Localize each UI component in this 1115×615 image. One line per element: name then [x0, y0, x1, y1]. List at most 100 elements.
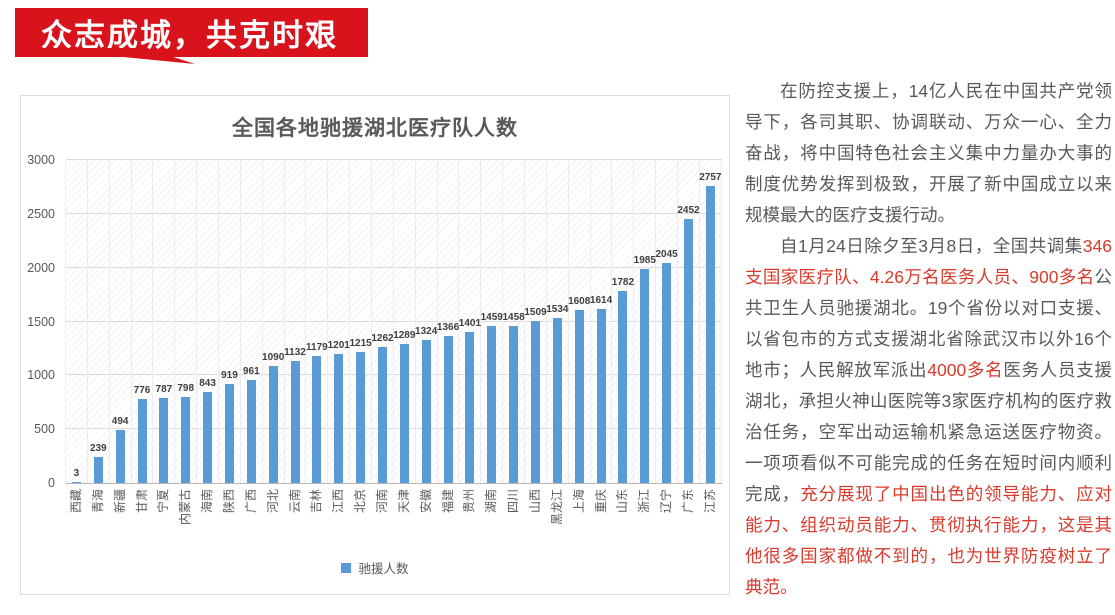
x-tick-label: 河南	[374, 489, 389, 514]
x-tick-cell: 新疆	[109, 487, 131, 549]
x-tick-label: 青海	[90, 489, 105, 514]
bar	[115, 430, 125, 483]
x-tick-cell: 黑龙江	[546, 487, 568, 549]
x-tick-label: 甘肃	[134, 489, 149, 514]
x-tick-cell: 云南	[284, 487, 306, 549]
bar-value-label: 1614	[589, 295, 613, 306]
x-tick-label: 上海	[571, 489, 586, 514]
bar-cell: 1324	[415, 160, 438, 483]
bar	[290, 361, 300, 483]
bar-cell: 2045	[655, 160, 679, 483]
bar-cell: 1366	[436, 160, 460, 483]
bar-cell: 1782	[612, 160, 635, 483]
highlight-text: 4000多名	[927, 360, 1004, 380]
gridline	[66, 212, 722, 214]
x-tick-label: 北京	[353, 489, 368, 514]
x-tick-label: 天津	[396, 489, 411, 514]
bar-cell: 843	[197, 160, 220, 483]
bar	[596, 309, 606, 483]
bar-value-label: 1366	[436, 322, 460, 333]
x-tick-label: 内蒙古	[178, 489, 193, 526]
bar	[399, 344, 409, 483]
bar-value-label: 961	[242, 366, 260, 377]
bar-series: 3 239 494 776 787 798 843 919 961 1090 1132 1179 120…	[66, 160, 722, 483]
x-tick-cell: 福建	[437, 487, 459, 549]
bar-value-label: 1179	[306, 342, 328, 353]
bar-value-label: 787	[155, 384, 173, 395]
bar	[181, 397, 191, 483]
bar-value-label: 1985	[633, 255, 656, 266]
bar	[93, 457, 103, 483]
chart-title: 全国各地驰援湖北医疗队人数	[232, 117, 518, 140]
bar-value-label: 2045	[655, 249, 678, 260]
y-tick-label: 3000	[27, 153, 55, 167]
bar-cell: 2757	[699, 160, 722, 483]
bar-cell: 776	[132, 160, 154, 483]
bar	[574, 310, 584, 483]
x-tick-cell: 江苏	[699, 487, 721, 549]
bar-cell: 1090	[262, 160, 285, 483]
bar-value-label: 1215	[349, 338, 372, 349]
x-tick-cell: 重庆	[590, 487, 612, 549]
bar-cell: 239	[88, 160, 110, 483]
bar-cell: 2452	[677, 160, 700, 483]
bar-value-label: 494	[111, 416, 129, 427]
bar	[443, 336, 453, 483]
bar-cell: 1985	[633, 160, 657, 483]
x-tick-label: 陕西	[221, 489, 236, 514]
paragraph: 在防控支援上，14亿人民在中国共产党领导下，各司其职、协调联动、万众一心、全力奋…	[745, 76, 1112, 231]
legend-label: 驰援人数	[358, 562, 409, 576]
x-tick-cell: 辽宁	[655, 487, 677, 549]
bar-cell: 1179	[306, 160, 329, 483]
x-tick-cell: 北京	[349, 487, 371, 549]
bar	[530, 321, 540, 483]
y-tick-label: 0	[48, 476, 55, 490]
bar	[662, 263, 672, 483]
bar-cell: 1262	[371, 160, 394, 483]
paragraph: 自1月24日除夕至3月8日，全国共调集346支国家医疗队、4.26万名医务人员、…	[745, 231, 1112, 603]
x-tick-cell: 安徽	[415, 487, 437, 549]
x-tick-label: 西藏	[68, 489, 83, 514]
x-tick-cell: 吉林	[305, 487, 327, 549]
x-tick-label: 黑龙江	[549, 489, 564, 526]
bar-value-label: 798	[177, 383, 195, 394]
x-tick-cell: 广东	[677, 487, 699, 549]
x-tick-label: 河北	[265, 489, 280, 514]
bar-cell: 919	[219, 160, 241, 483]
x-tick-label: 山西	[527, 489, 542, 514]
x-tick-label: 江苏	[702, 489, 717, 514]
bar-value-label: 1509	[524, 307, 547, 318]
bar	[705, 186, 715, 483]
bar-cell: 1215	[349, 160, 373, 483]
bar-cell: 494	[110, 160, 132, 483]
bar-value-label: 1201	[327, 340, 350, 351]
chart-card: 全国各地驰援湖北医疗队人数 0 500 1000 1500 2000 2500 3000 3…	[20, 95, 730, 595]
x-tick-label: 宁夏	[156, 489, 171, 514]
bar	[640, 269, 650, 483]
bar-cell: 1534	[546, 160, 569, 483]
x-tick-cell: 内蒙古	[174, 487, 196, 549]
bar	[159, 398, 169, 483]
bar	[377, 347, 387, 483]
x-tick-label: 辽宁	[659, 489, 674, 514]
gridline	[66, 159, 722, 160]
bar	[421, 340, 431, 483]
bar	[246, 380, 256, 483]
bar	[224, 384, 234, 483]
gridline	[66, 374, 722, 376]
bar-value-label: 1608	[568, 296, 591, 307]
bar	[465, 332, 475, 483]
bar	[312, 356, 322, 483]
x-tick-cell: 陕西	[218, 487, 240, 549]
bar-cell: 961	[241, 160, 263, 483]
y-tick-label: 500	[34, 422, 55, 437]
bar-cell: 1401	[459, 160, 482, 483]
bar-value-label: 2757	[699, 172, 722, 183]
article: 在防控支援上，14亿人民在中国共产党领导下，各司其职、协调联动、万众一心、全力奋…	[745, 76, 1112, 603]
x-tick-label: 湖南	[484, 489, 499, 514]
bar-value-label: 1289	[393, 330, 416, 341]
x-tick-label: 海南	[200, 489, 215, 514]
x-tick-cell: 宁夏	[152, 487, 174, 549]
bar-cell: 787	[153, 160, 176, 483]
bar-value-label: 843	[199, 378, 216, 389]
